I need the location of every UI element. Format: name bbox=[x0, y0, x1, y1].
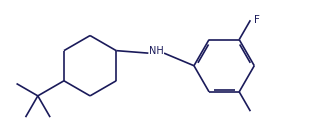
Text: NH: NH bbox=[149, 46, 164, 56]
Text: F: F bbox=[254, 15, 260, 25]
